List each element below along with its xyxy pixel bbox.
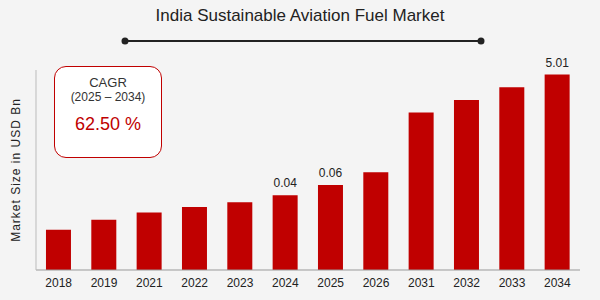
svg-text:2026: 2026: [363, 276, 390, 290]
svg-text:0.04: 0.04: [273, 176, 297, 190]
svg-text:2024: 2024: [272, 276, 299, 290]
html-text:India Sustainable Aviation Fue: India Sustainable Aviation Fuel Market: [155, 6, 445, 25]
svg-text:0.06: 0.06: [319, 166, 343, 180]
svg-text:2022: 2022: [181, 276, 208, 290]
svg-text:5.01: 5.01: [545, 56, 569, 70]
svg-text:2018: 2018: [45, 276, 72, 290]
svg-text:2023: 2023: [227, 276, 254, 290]
svg-text:2032: 2032: [453, 276, 480, 290]
svg-text:2021: 2021: [136, 276, 163, 290]
svg-text:Market Size in USD Bn: Market Size in USD Bn: [9, 98, 23, 242]
svg-text:2031: 2031: [408, 276, 435, 290]
html-text:(2025 – 2034): (2025 – 2034): [70, 90, 146, 104]
svg-text:2033: 2033: [499, 276, 526, 290]
svg-text:2019: 2019: [91, 276, 118, 290]
svg-text:2025: 2025: [317, 276, 344, 290]
html-text:62.50 %: 62.50 %: [75, 114, 141, 134]
html-text:CAGR: CAGR: [89, 75, 127, 90]
svg-text:2034: 2034: [544, 276, 571, 290]
